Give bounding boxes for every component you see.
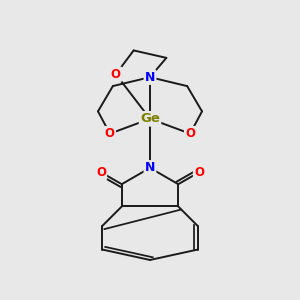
Text: O: O	[96, 166, 106, 179]
Text: O: O	[194, 166, 204, 179]
Text: Ge: Ge	[140, 112, 160, 125]
Text: N: N	[145, 71, 155, 84]
Text: N: N	[145, 161, 155, 174]
Text: O: O	[185, 127, 195, 140]
Text: O: O	[111, 68, 121, 81]
Text: O: O	[105, 127, 115, 140]
